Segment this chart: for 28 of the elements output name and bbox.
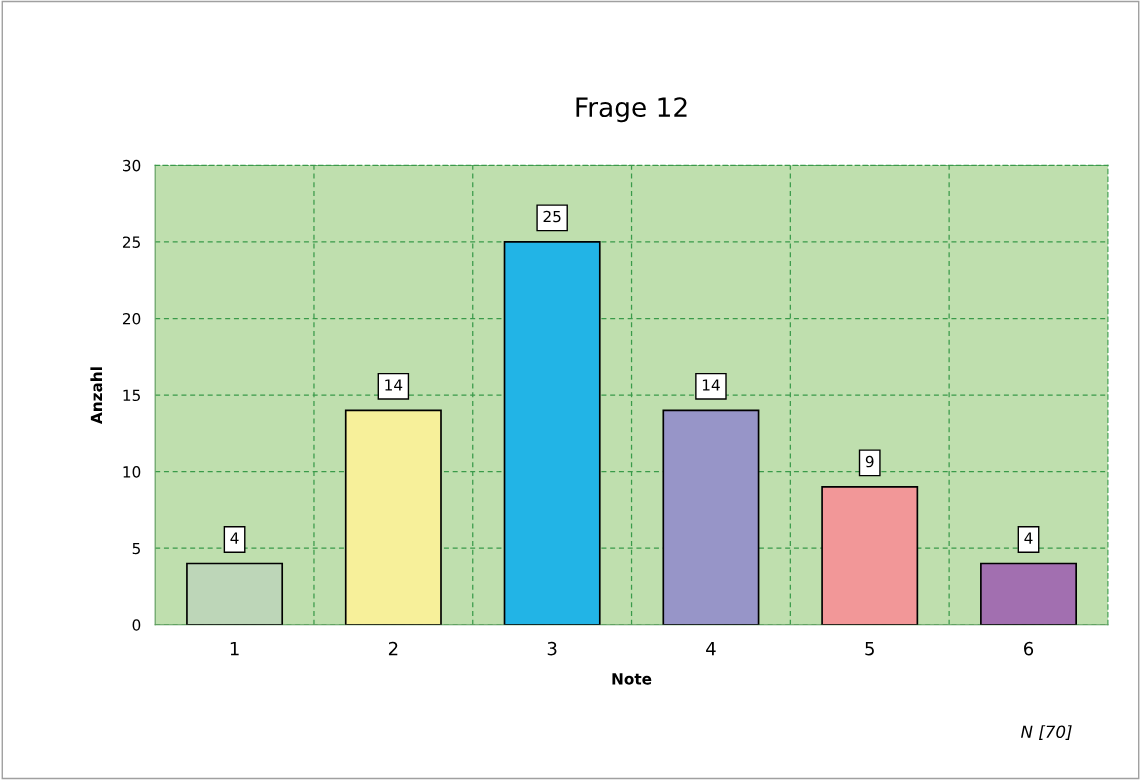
x-tick-label: 6 (1024, 641, 1034, 656)
text: N [70] (1021, 725, 1072, 740)
y-tick-label: 30 (123, 159, 141, 172)
bar (344, 409, 442, 625)
x-tick-label: 3 (547, 641, 557, 656)
data-label: 14 (385, 379, 403, 391)
bar (662, 409, 760, 625)
y-tick-label: 0 (132, 619, 141, 631)
bar (821, 486, 919, 625)
x-tick-label: 5 (865, 642, 874, 656)
data-label: 14 (702, 379, 720, 391)
data-label: 4 (230, 532, 239, 544)
x-tick-label: 2 (388, 641, 398, 656)
y-tick-label: 15 (123, 389, 140, 402)
bar (503, 241, 601, 625)
data-label: 4 (1024, 532, 1033, 544)
data-label: 9 (865, 455, 874, 468)
bar (980, 562, 1077, 625)
y-tick-label: 5 (132, 542, 140, 555)
x-tick-label: 4 (706, 642, 716, 656)
y-tick-label: 20 (122, 312, 141, 325)
y-tick-label: 25 (122, 236, 140, 248)
y-axis-title: Anzahl (90, 367, 103, 424)
y-tick-label: 10 (123, 466, 141, 478)
x-axis-title: Note (612, 673, 652, 685)
data-label: 25 (543, 210, 561, 223)
x-tick-label: 1 (230, 642, 239, 656)
chart-title: Frage 12 (576, 97, 687, 123)
